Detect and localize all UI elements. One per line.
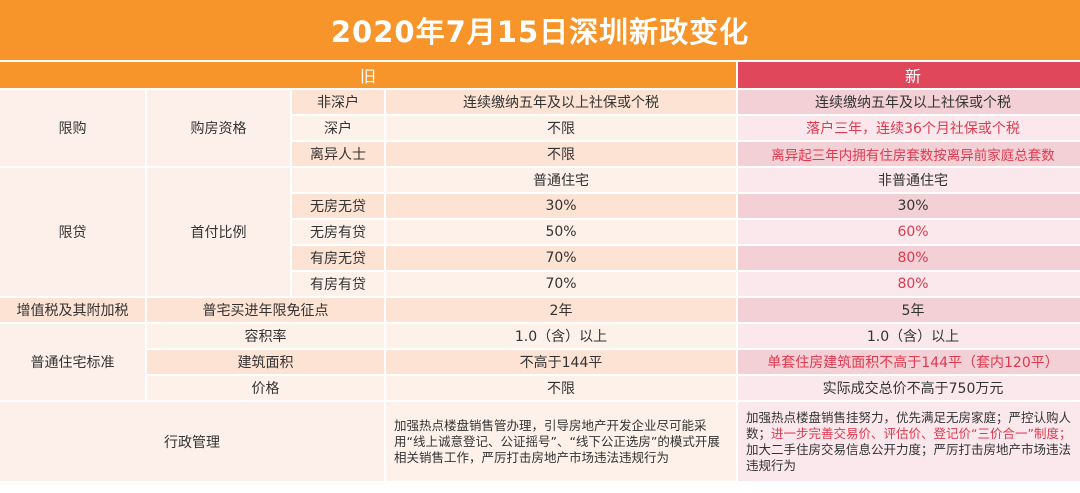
new-value: 加强热点楼盘销售挂努力，优先满足无房家庭；严控认购人数；进一步完善交易价、评估价… xyxy=(738,402,1080,481)
new-text: 加强热点楼盘销售挂努力，优先满足无房家庭；严控认购人数； xyxy=(746,409,1072,441)
old-value: 70% xyxy=(386,272,737,296)
old-value: 不限 xyxy=(386,376,737,400)
page-title: 2020年7月15日深圳新政变化 xyxy=(0,0,1080,60)
item-label xyxy=(292,168,384,192)
category-xiangou: 限购 xyxy=(0,90,145,166)
new-value: 80% xyxy=(738,246,1080,270)
new-value: 落户三年，连续36个月社保或个税 xyxy=(738,116,1080,140)
new-value: 80% xyxy=(738,272,1080,296)
item-label: 建筑面积 xyxy=(147,350,384,374)
item-label: 离异人士 xyxy=(292,142,384,166)
old-value: 70% xyxy=(386,246,737,270)
new-column-label: 非普通住宅 xyxy=(738,168,1080,192)
category-tax: 增值税及其附加税 xyxy=(0,298,145,322)
item-label: 深户 xyxy=(292,116,384,140)
item-label: 价格 xyxy=(147,376,384,400)
old-value: 30% xyxy=(386,194,737,218)
new-value: 实际成交总价不高于750万元 xyxy=(738,376,1080,400)
old-value: 加强热点楼盘销售管办理，引导房地产开发企业尽可能采用“线上诚意登记、公证摇号”、… xyxy=(386,402,737,481)
old-column-label: 普通住宅 xyxy=(386,168,737,192)
policy-table: 旧 新 限购 购房资格 非深户 连续缴纳五年及以上社保或个税 连续缴纳五年及以上… xyxy=(0,60,1080,483)
old-value: 1.0（含）以上 xyxy=(386,324,737,348)
item-label: 非深户 xyxy=(292,90,384,114)
old-value: 不限 xyxy=(386,142,737,166)
new-value: 离异起三年内拥有住房套数按离异前家庭总套数 xyxy=(738,142,1080,166)
new-value: 1.0（含）以上 xyxy=(738,324,1080,348)
old-value: 不限 xyxy=(386,116,737,140)
old-value: 2年 xyxy=(386,298,737,322)
old-value: 不高于144平 xyxy=(386,350,737,374)
category-standard: 普通住宅标准 xyxy=(0,324,145,400)
item-label: 有房有贷 xyxy=(292,272,384,296)
header-new: 新 xyxy=(738,62,1080,88)
subcategory: 购房资格 xyxy=(147,90,290,166)
header-old: 旧 xyxy=(0,62,737,88)
new-value: 30% xyxy=(738,194,1080,218)
new-text: 加大二手住房交易信息公开力度；严厉打击房地产市场违法违规行为 xyxy=(746,441,1072,473)
old-value: 连续缴纳五年及以上社保或个税 xyxy=(386,90,737,114)
subcategory: 普宅买进年限免征点 xyxy=(147,298,384,322)
category-admin: 行政管理 xyxy=(0,402,384,481)
new-value: 5年 xyxy=(738,298,1080,322)
new-text-highlight: 进一步完善交易价、评估价、登记价“三价合一”制度； xyxy=(771,425,1072,441)
category-xiandai: 限贷 xyxy=(0,168,145,296)
new-value: 60% xyxy=(738,220,1080,244)
new-value: 连续缴纳五年及以上社保或个税 xyxy=(738,90,1080,114)
item-label: 无房无贷 xyxy=(292,194,384,218)
item-label: 无房有贷 xyxy=(292,220,384,244)
item-label: 容积率 xyxy=(147,324,384,348)
new-value: 单套住房建筑面积不高于144平（套内120平） xyxy=(738,350,1080,374)
item-label: 有房无贷 xyxy=(292,246,384,270)
subcategory: 首付比例 xyxy=(147,168,290,296)
old-value: 50% xyxy=(386,220,737,244)
